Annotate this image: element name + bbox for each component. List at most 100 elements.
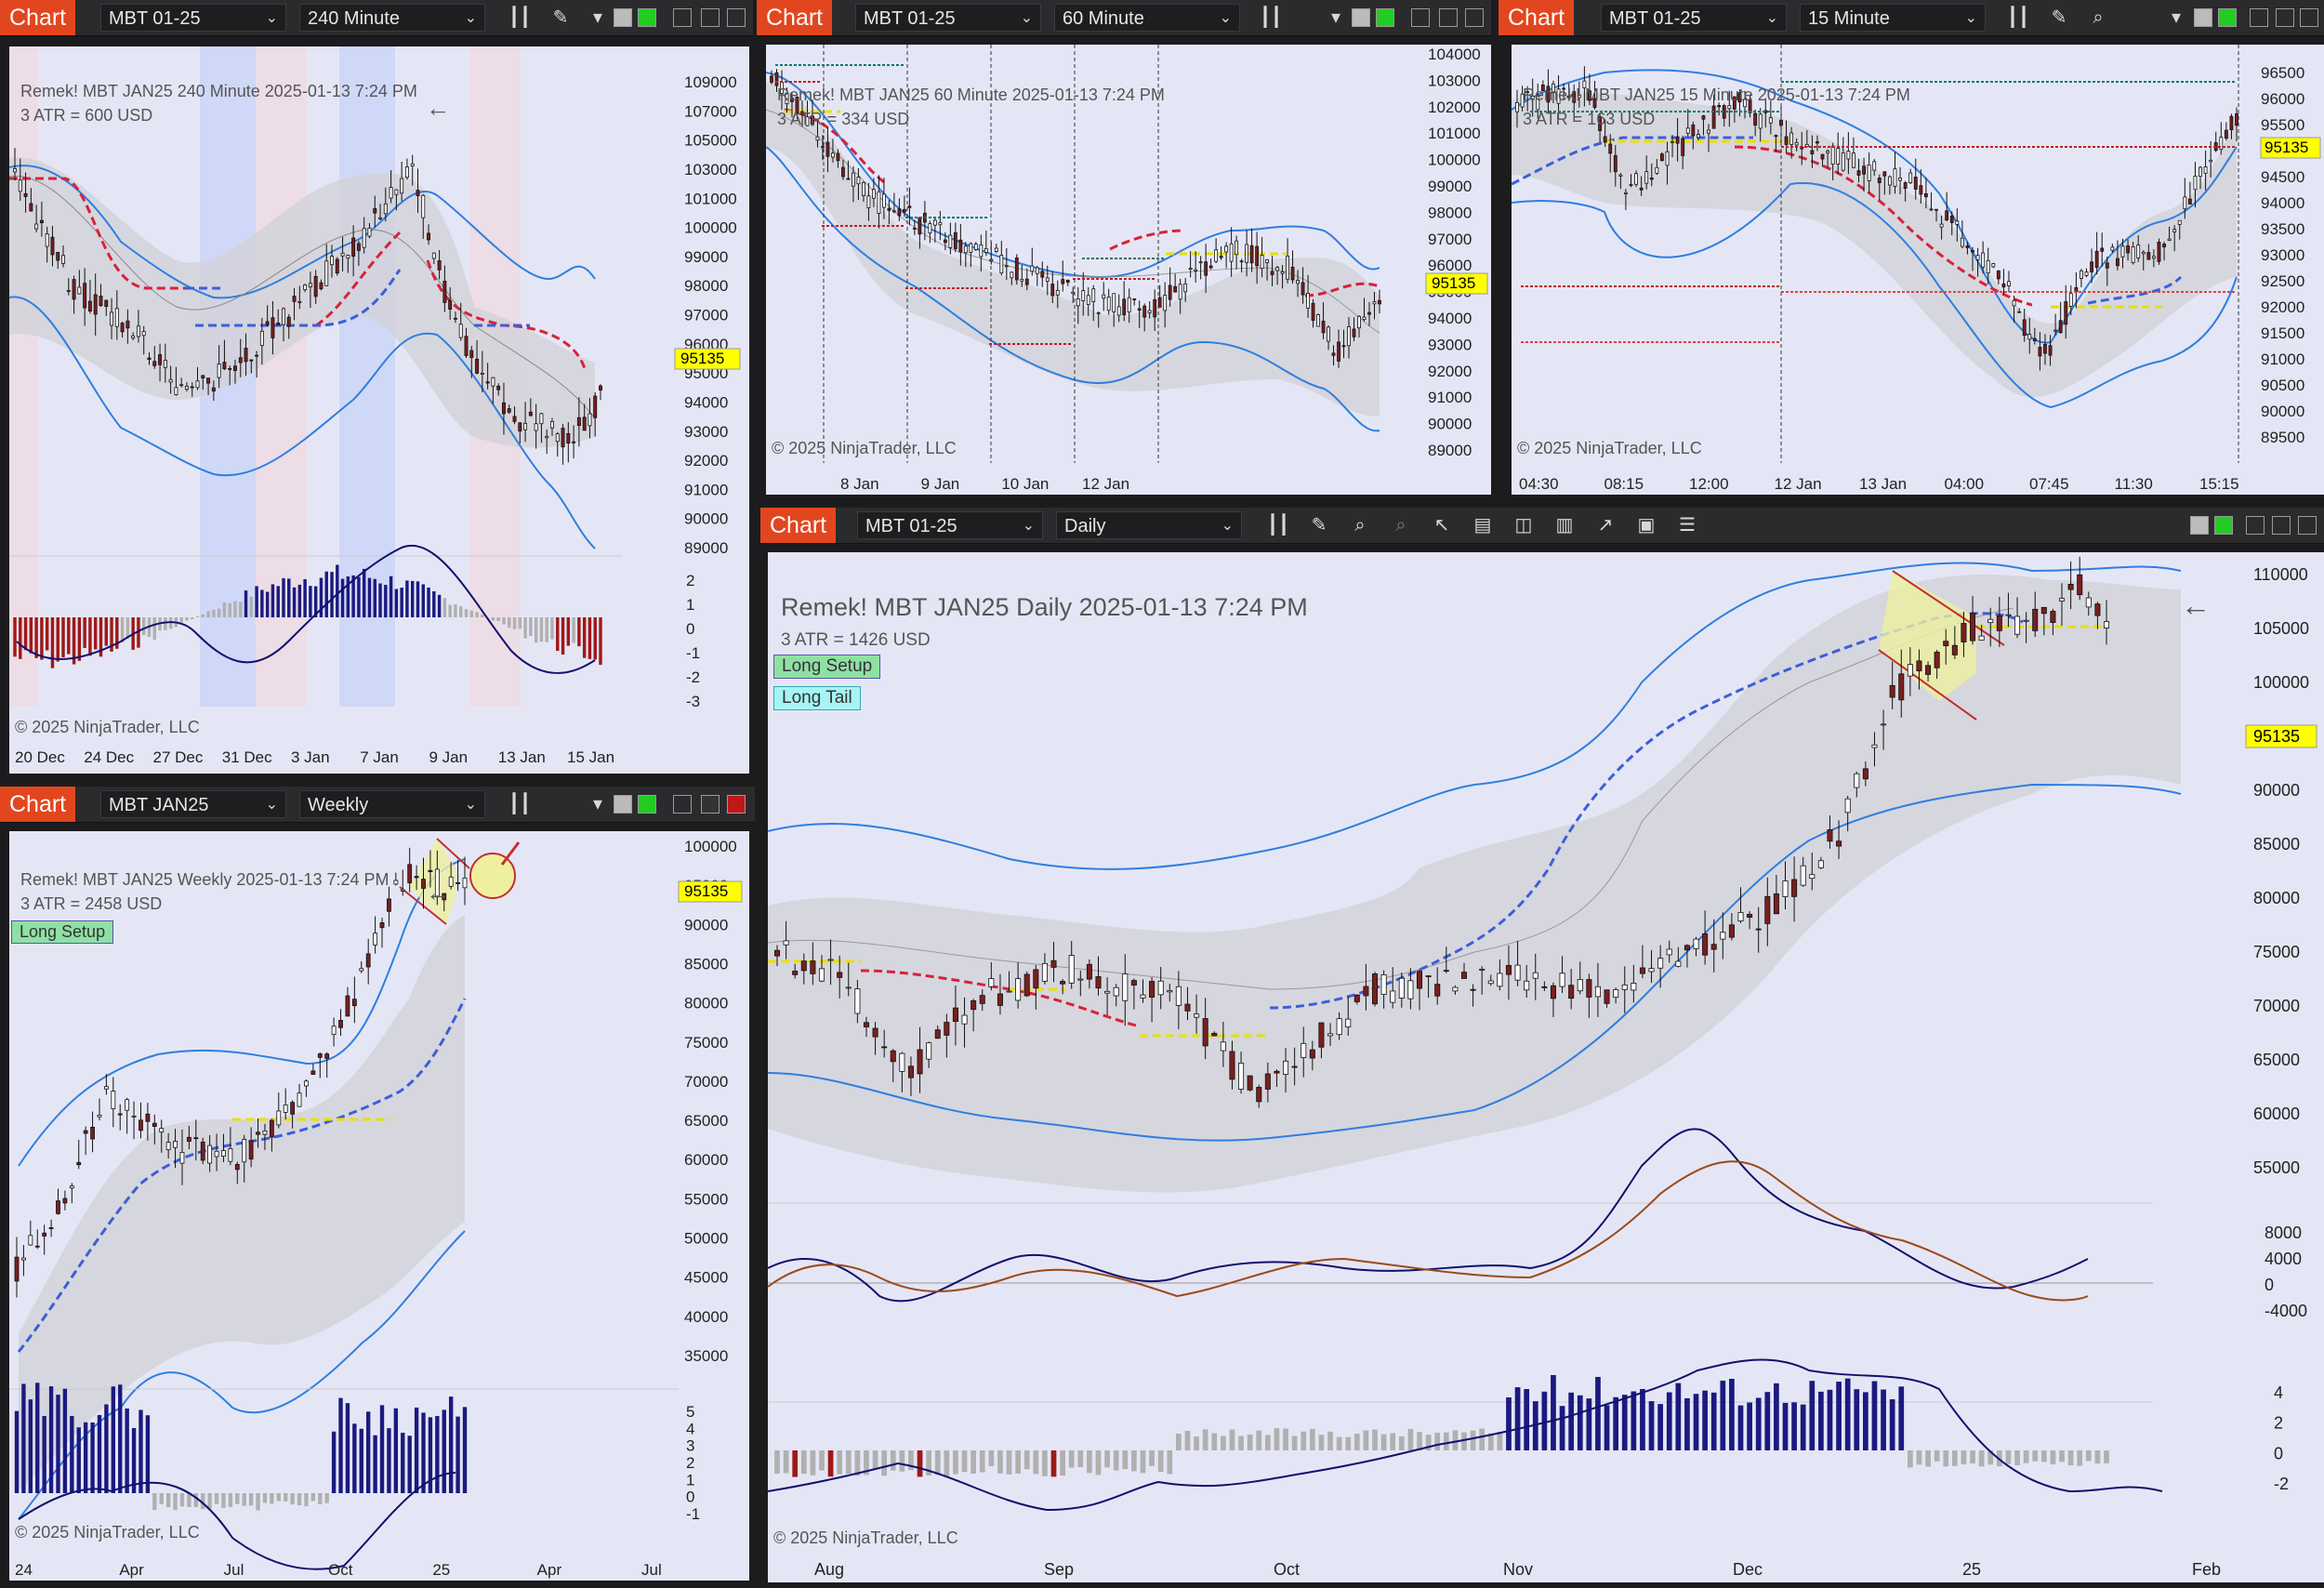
instrument-select[interactable]: MBT 01-25 ⌄ xyxy=(100,4,286,32)
chevron-down-icon[interactable]: ▾ xyxy=(592,794,603,814)
minimize-button[interactable] xyxy=(673,8,692,27)
bar-style-icon[interactable]: ┃┃ xyxy=(2006,7,2030,28)
link-color-button[interactable] xyxy=(2218,8,2237,27)
candle xyxy=(1106,296,1111,311)
candle xyxy=(1908,172,1913,184)
maximize-button[interactable] xyxy=(701,8,720,27)
maximize-button[interactable] xyxy=(701,795,720,814)
minimize-button[interactable] xyxy=(673,795,692,814)
candle xyxy=(387,898,391,912)
oscillator-bar xyxy=(1345,1436,1352,1450)
maximize-button[interactable] xyxy=(1439,8,1458,27)
candle xyxy=(1978,635,1985,641)
interval-value: Daily xyxy=(1064,516,1106,536)
candle xyxy=(902,208,906,213)
close-button[interactable] xyxy=(2298,516,2317,535)
oscillator-tick: 3 xyxy=(686,1437,694,1455)
link-color-button[interactable] xyxy=(1376,8,1394,27)
candle xyxy=(952,1007,958,1022)
object-list-icon[interactable]: ☰ xyxy=(1679,515,1696,536)
maximize-button[interactable] xyxy=(2272,516,2291,535)
zoom-in-icon[interactable]: ⌕ xyxy=(1354,515,1366,536)
chart-menu-button[interactable]: Chart xyxy=(760,508,837,543)
interval-select[interactable]: Weekly ⌄ xyxy=(299,790,485,818)
candle xyxy=(56,252,60,261)
data-box-icon[interactable]: ▤ xyxy=(1473,515,1492,536)
chevron-down-icon[interactable]: ▾ xyxy=(2171,7,2182,28)
candle xyxy=(827,959,834,961)
oscillator-bar xyxy=(1764,1392,1771,1450)
candle xyxy=(1371,973,1379,1005)
zoom-icon[interactable]: ⌕ xyxy=(2093,7,2104,28)
chart-panel[interactable]: ← 10000095000900008500080000750007000065… xyxy=(9,831,749,1581)
interval-select[interactable]: Daily ⌄ xyxy=(1056,511,1242,539)
candle xyxy=(125,320,130,329)
indicator-icon[interactable]: ↗ xyxy=(1597,515,1614,536)
interval-select[interactable]: 240 Minute ⌄ xyxy=(299,4,485,32)
oscillator-bar xyxy=(561,617,565,655)
pointer-icon[interactable]: ↖ xyxy=(1433,515,1450,536)
x-axis-tick: 24 xyxy=(15,1561,33,1579)
minimize-button[interactable] xyxy=(1411,8,1430,27)
interval-select[interactable]: 60 Minute ⌄ xyxy=(1054,4,1240,32)
candles xyxy=(13,148,602,465)
chevron-down-icon[interactable]: ▾ xyxy=(1330,7,1341,28)
y-axis-tick: 91000 xyxy=(1428,389,1472,406)
close-button[interactable] xyxy=(1465,8,1484,27)
chart-trader-icon[interactable]: ▣ xyxy=(1637,515,1656,536)
chart-menu-button[interactable]: Chart xyxy=(0,0,76,35)
instrument-select[interactable]: MBT 01-25 ⌄ xyxy=(855,4,1041,32)
drawing-pencil-icon[interactable]: ✎ xyxy=(1311,515,1327,536)
drawing-pencil-icon[interactable]: ✎ xyxy=(552,7,569,28)
candle xyxy=(593,395,598,418)
link-color-button[interactable] xyxy=(2214,516,2233,535)
bar-style-icon[interactable]: ┃┃ xyxy=(508,794,532,814)
link-color-button[interactable] xyxy=(638,795,656,814)
oscillator-bar xyxy=(276,1493,281,1502)
interval-select[interactable]: 15 Minute ⌄ xyxy=(1800,4,1986,32)
chart-panel[interactable]: 104000 103000 102000 101000 100000 99000 98000… xyxy=(766,45,1491,495)
candle xyxy=(1898,177,1902,181)
chart-panel[interactable]: 9650096000955009500094500940009350093000… xyxy=(1512,45,2324,495)
properties-icon[interactable]: ◫ xyxy=(1514,515,1533,536)
chart-panel[interactable]: ← 109000 107000 105000 103000 101000 100000 99… xyxy=(9,46,749,774)
candle xyxy=(1939,223,1944,228)
chart-title: Remek! MBT JAN25 15 Minute 2025-01-13 7:… xyxy=(1523,86,1910,104)
link-color-button[interactable] xyxy=(638,8,656,27)
oscillator-bar xyxy=(159,1493,164,1504)
oscillator-bar xyxy=(401,1433,405,1493)
instrument-select[interactable]: MBT 01-25 ⌄ xyxy=(857,511,1043,539)
y-axis-tick: 100000 xyxy=(2253,673,2309,692)
minimize-button[interactable] xyxy=(2246,516,2265,535)
window-color-button[interactable] xyxy=(614,8,632,27)
close-button[interactable] xyxy=(2300,8,2318,27)
zoom-out-icon[interactable]: ⌕ xyxy=(1395,515,1406,536)
close-button[interactable] xyxy=(727,8,746,27)
window-color-button[interactable] xyxy=(614,795,632,814)
chart-menu-button[interactable]: Chart xyxy=(757,0,833,35)
minimize-button[interactable] xyxy=(2250,8,2268,27)
candle xyxy=(485,381,490,384)
bar-style-icon[interactable]: ┃┃ xyxy=(1259,7,1283,28)
instrument-select[interactable]: MBT 01-25 ⌄ xyxy=(1601,4,1787,32)
window-color-button[interactable] xyxy=(1352,8,1370,27)
drawing-pencil-icon[interactable]: ✎ xyxy=(2051,7,2067,28)
instrument-select[interactable]: MBT JAN25 ⌄ xyxy=(100,790,286,818)
x-axis-tick: 15:15 xyxy=(2199,475,2239,493)
bar-style-icon[interactable]: ┃┃ xyxy=(508,7,532,28)
chart-panel[interactable]: ← 11000010500010000095000900008500080000… xyxy=(768,552,2324,1582)
maximize-button[interactable] xyxy=(2276,8,2294,27)
chart-menu-button[interactable]: Chart xyxy=(0,787,76,822)
oscillator-bar xyxy=(407,1436,412,1493)
close-button[interactable] xyxy=(727,795,746,814)
oscillator-bar xyxy=(1916,1450,1922,1465)
window-color-button[interactable] xyxy=(2190,516,2209,535)
window-color-button[interactable] xyxy=(2194,8,2212,27)
strategy-icon[interactable]: ▥ xyxy=(1555,515,1574,536)
chevron-down-icon[interactable]: ▾ xyxy=(592,7,603,28)
bar-style-icon[interactable]: ┃┃ xyxy=(1266,515,1290,536)
chart-menu-button[interactable]: Chart xyxy=(1499,0,1575,35)
candle xyxy=(242,1138,247,1163)
oscillator-bar xyxy=(1301,1431,1307,1450)
candle xyxy=(475,358,480,374)
